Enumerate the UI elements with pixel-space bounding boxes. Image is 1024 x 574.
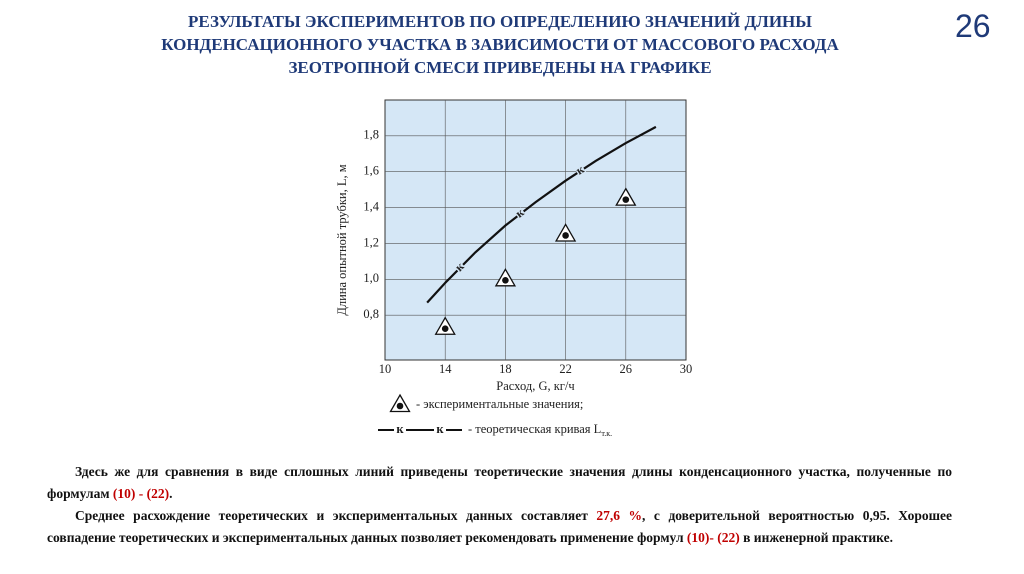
y-tick-label: 1,4 — [363, 199, 379, 213]
x-tick-label: 30 — [680, 362, 693, 376]
curve — [426, 125, 657, 304]
x-tick-label: 14 — [439, 362, 452, 376]
x-tick-label: 22 — [559, 362, 572, 376]
title-line: РЕЗУЛЬТАТЫ ЭКСПЕРИМЕНТОВ ПО ОПРЕДЕЛЕНИЮ … — [188, 12, 812, 31]
text-run: Среднее расхождение теоретических и эксп… — [75, 508, 597, 523]
plot-area — [384, 99, 687, 361]
text-run: , с доверительной вероятностью 0,95. Хор… — [47, 508, 953, 545]
y-axis-label: Длина опытной трубки, L, м — [335, 164, 349, 315]
text-run: . — [169, 486, 173, 501]
y-tick-label: 1,8 — [363, 128, 379, 142]
text-run: (10) - (22) — [112, 486, 170, 501]
page-number: 26 — [955, 8, 991, 44]
point-dot — [562, 232, 569, 239]
text-run: в инженерной практике. — [739, 530, 893, 545]
marker-bg — [574, 164, 587, 178]
point-dot — [441, 325, 449, 333]
title-line: КОНДЕНСАЦИОННОГО УЧАСТКА В ЗАВИСИМОСТИ О… — [161, 35, 839, 54]
y-tick-label: 0,8 — [363, 307, 379, 321]
text-run: (10)- (22) — [686, 530, 740, 545]
legend-label: - теоретическая кривая Lт.к. — [468, 422, 612, 438]
legend-label-main: - теоретическая кривая L — [468, 422, 601, 436]
x-tick-label: 26 — [620, 362, 633, 376]
text-run: 27,6 % — [596, 508, 643, 523]
marker-bg — [394, 424, 406, 436]
text-run: Здесь же для сравнения в виде сплошных л… — [47, 464, 952, 501]
y-tick-label: 1,0 — [363, 271, 379, 285]
slide-title: РЕЗУЛЬТАТЫ ЭКСПЕРИМЕНТОВ ПО ОПРЕДЕЛЕНИЮ … — [60, 10, 940, 79]
x-tick-label: 10 — [379, 362, 392, 376]
legend-symbol — [396, 402, 404, 410]
body-text: Здесь же для сравнения в виде сплошных л… — [47, 461, 952, 549]
paragraph: Здесь же для сравнения в виде сплошных л… — [47, 461, 952, 505]
legend-label: - экспериментальные значения; — [416, 397, 583, 411]
legend-label-subscript: т.к. — [601, 429, 612, 438]
x-axis-label: Расход, G, кг/ч — [496, 379, 574, 393]
paragraph: Среднее расхождение теоретических и эксп… — [47, 505, 952, 549]
x-tick-label: 18 — [499, 362, 512, 376]
marker-bg — [514, 207, 527, 221]
y-tick-label: 1,6 — [363, 164, 379, 178]
marker-bg — [434, 424, 446, 436]
marker-bg — [453, 261, 467, 275]
point-dot — [502, 277, 509, 284]
title-line: ЗЕОТРОПНОЙ СМЕСИ ПРИВЕДЕНЫ НА ГРАФИКЕ — [288, 58, 712, 77]
y-tick-label: 1,2 — [363, 235, 379, 249]
legend-marker-label: к — [396, 422, 404, 436]
legend-marker-label: к — [436, 422, 444, 436]
point-dot — [622, 196, 630, 203]
